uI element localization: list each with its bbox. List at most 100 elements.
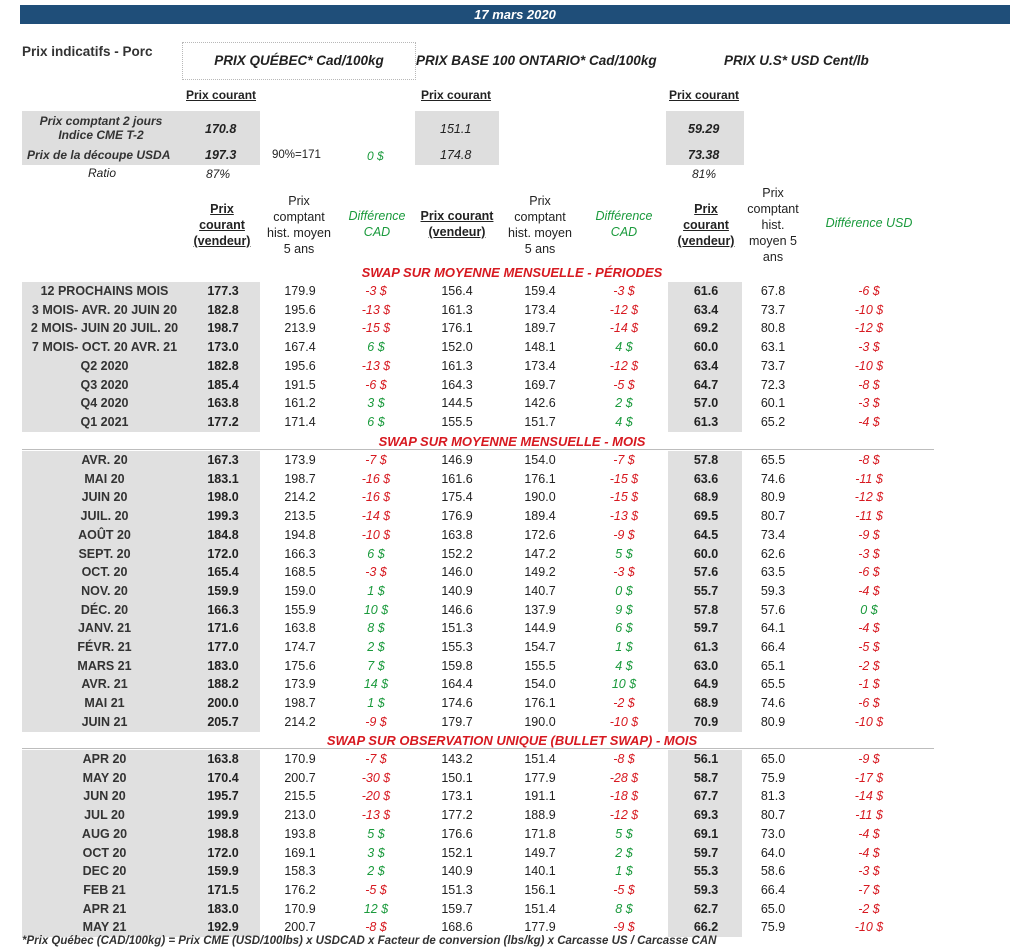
table-row: FÉVR. 21 177.0 174.7 2 $ 155.3 154.7 1 $ 61.3 66… — [0, 638, 1024, 657]
us-hist-cell: 63.5 — [760, 565, 786, 580]
qc-hist-cell: 168.5 — [284, 565, 316, 580]
qc-diff-cell: -7 $ — [365, 752, 387, 766]
on-cash-value: 151.1 — [440, 122, 472, 136]
qc-hist-cell: 170.9 — [284, 752, 316, 766]
us-hist-cell: 57.6 — [760, 602, 786, 617]
qc-diff-cell: -13 $ — [361, 808, 391, 823]
us-diff-cell: -3 $ — [858, 864, 880, 879]
table-row: OCT. 20 165.4 168.5 -3 $ 146.0 149.2 -3 $ 57.6 6… — [0, 563, 1024, 582]
us-hist-cell: 59.3 — [760, 583, 786, 598]
us-courant-cell: 68.9 — [693, 490, 719, 505]
us-courant-cell: 67.7 — [693, 789, 719, 804]
table-row: DEC 20 159.9 158.3 2 $ 140.9 140.1 1 $ 55.3 58.6… — [0, 862, 1024, 881]
qc-hist-cell: 159.0 — [284, 583, 316, 598]
on-courant-cell: 164.3 — [441, 377, 473, 392]
qc-hist-cell: 214.2 — [284, 490, 316, 505]
qc-diff-cell: -13 $ — [361, 302, 391, 317]
period-cell: AUG 20 — [81, 826, 128, 841]
table-row: NOV. 20 159.9 159.0 1 $ 140.9 140.7 0 $ 55.7 59.… — [0, 582, 1024, 601]
qc-vendeur-col-header: Prix courant (vendeur) — [193, 202, 251, 248]
qc-cash-value: 170.8 — [205, 122, 237, 136]
qc-courant-cell: 198.0 — [207, 490, 239, 505]
us-courant-cell: 61.3 — [693, 640, 719, 654]
qc-hist-cell: 214.2 — [284, 714, 316, 729]
us-hist-cell: 73.4 — [760, 527, 786, 542]
on-diff-cell: -2 $ — [613, 696, 635, 711]
qc-diff-cell: -15 $ — [361, 321, 391, 336]
us-courant-cell: 63.4 — [693, 358, 719, 373]
qc-diff-cell: -13 $ — [361, 358, 391, 373]
on-courant-cell: 146.9 — [441, 453, 473, 467]
period-cell: APR 20 — [82, 752, 127, 766]
on-courant-cell: 164.4 — [441, 677, 473, 692]
on-diff-cell: -7 $ — [613, 453, 635, 467]
on-diff-cell: -15 $ — [609, 471, 639, 486]
us-hist-cell: 73.7 — [760, 358, 786, 373]
qc-courant-cell: 184.8 — [207, 527, 239, 542]
on-diff-cell: 2 $ — [615, 396, 633, 411]
us-courant-cell: 60.0 — [693, 340, 719, 355]
us-shaded-column — [668, 451, 742, 732]
on-diff-cell: 5 $ — [615, 826, 633, 841]
on-diff-cell: -15 $ — [609, 490, 639, 505]
on-diff-cell: 1 $ — [615, 640, 633, 654]
on-hist-cell: 154.7 — [524, 640, 556, 654]
qc-diff-cell: -16 $ — [361, 490, 391, 505]
on-diff-cell: -3 $ — [613, 565, 635, 580]
on-courant-cell: 140.9 — [441, 864, 473, 879]
qc-hist-cell: 194.8 — [284, 527, 316, 542]
on-diff-cell: -12 $ — [609, 358, 639, 373]
us-price-header: PRIX U.S* USD Cent/lb — [724, 53, 869, 68]
on-courant-cell: 155.5 — [441, 414, 473, 429]
period-cell: MARS 21 — [77, 658, 132, 673]
qc-hist-cell: 191.5 — [284, 377, 316, 392]
table-row: JUN 20 195.7 215.5 -20 $ 173.1 191.1 -18 $ 67.7… — [0, 787, 1024, 806]
ontario-price-header: PRIX BASE 100 ONTARIO* Cad/100kg — [416, 53, 657, 68]
qc-courant-cell: 185.4 — [207, 377, 239, 392]
table-row: MAI 21 200.0 198.7 1 $ 174.6 176.1 -2 $ 68.9 74.… — [0, 694, 1024, 713]
on-courant-cell: 159.8 — [441, 658, 473, 673]
us-courant-cell: 63.0 — [693, 658, 719, 673]
on-hist-cell: 173.4 — [524, 302, 556, 317]
us-diff-cell: -8 $ — [858, 377, 880, 392]
qc-diff-cell: 6 $ — [367, 546, 385, 561]
date-banner: 17 mars 2020 — [20, 5, 1010, 24]
on-courant-cell: 140.9 — [441, 583, 473, 598]
period-cell: AVR. 20 — [81, 453, 128, 467]
table-row: APR 21 183.0 170.9 12 $ 159.7 151.4 8 $ 62.7 65.… — [0, 900, 1024, 919]
on-courant-cell: 150.1 — [441, 770, 473, 785]
us-diff-cell: -3 $ — [858, 340, 880, 355]
on-hist-cell: 190.0 — [524, 490, 556, 505]
on-diff-cell: 2 $ — [615, 845, 633, 860]
us-diff-cell: -10 $ — [854, 714, 884, 729]
qc-hist-cell: 161.2 — [284, 396, 316, 411]
us-hist-cell: 66.4 — [760, 882, 786, 897]
us-hist-cell: 65.0 — [760, 901, 786, 916]
on-hist-cell: 154.0 — [524, 677, 556, 692]
on-courant-cell: 143.2 — [441, 752, 473, 766]
qc-diff-cell: -9 $ — [365, 714, 387, 729]
on-hist-cell: 189.7 — [524, 321, 556, 336]
on-hist-cell: 151.4 — [524, 752, 556, 766]
on-hist-cell: 151.4 — [524, 901, 556, 916]
us-courant-cell: 57.8 — [693, 602, 719, 617]
period-cell: FÉVR. 21 — [77, 640, 132, 654]
us-shaded-column — [668, 282, 742, 432]
us-hist-cell: 66.4 — [760, 640, 786, 654]
qc-hist-cell: 167.4 — [284, 340, 316, 355]
on-hist-cell: 172.6 — [524, 527, 556, 542]
us-diff-cell: -6 $ — [858, 284, 880, 298]
us-courant-cell: 69.1 — [693, 826, 719, 841]
qc-hist-col-header: Prix comptant hist. moyen 5 ans — [267, 194, 331, 256]
on-courant-cell: 161.3 — [441, 358, 473, 373]
us-diff-cell: -7 $ — [858, 882, 880, 897]
on-courant-cell: 151.3 — [441, 882, 473, 897]
table-row: SEPT. 20 172.0 166.3 6 $ 152.2 147.2 5 $ 60.0 62… — [0, 545, 1024, 564]
us-diff-cell: -12 $ — [854, 490, 884, 505]
qc-hist-cell: 171.4 — [284, 414, 316, 429]
us-hist-cell: 63.1 — [760, 340, 786, 355]
qc-shaded-column — [188, 282, 260, 432]
us-courant-cell: 59.7 — [693, 621, 719, 636]
us-hist-col-header: Prix comptant hist. moyen 5 ans — [747, 186, 799, 264]
quebec-price-header: PRIX QUÉBEC* Cad/100kg — [182, 42, 416, 80]
